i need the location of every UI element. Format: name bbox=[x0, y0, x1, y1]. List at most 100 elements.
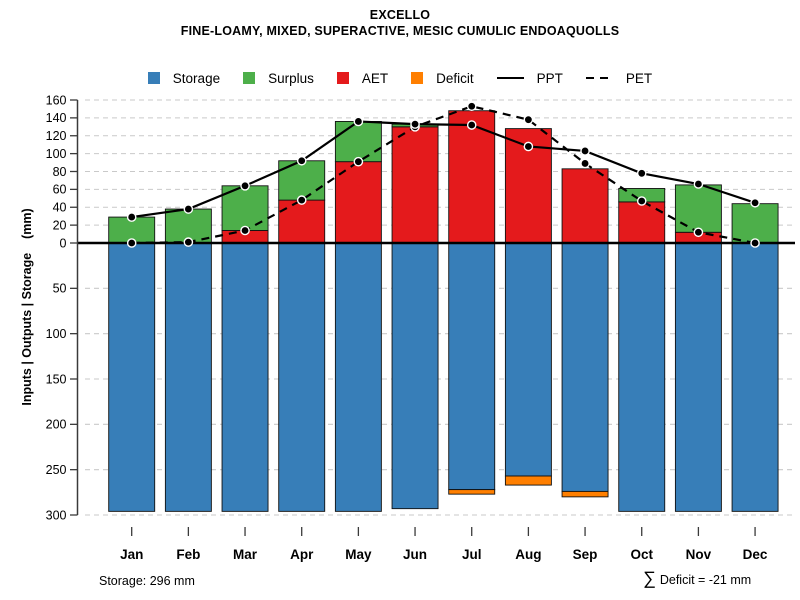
y-tick-label: 100 bbox=[46, 147, 67, 161]
legend-item-aet: AET bbox=[336, 70, 389, 86]
month-label-Jan: Jan bbox=[120, 547, 143, 562]
pet-line-point-Feb bbox=[183, 237, 194, 247]
page-subtitle: FINE-LOAMY, MIXED, SUPERACTIVE, MESIC CU… bbox=[180, 24, 620, 38]
month-label-Oct: Oct bbox=[630, 547, 653, 562]
deficit-sum-text: Deficit = -21 mm bbox=[659, 573, 752, 587]
y-tick-label: 20 bbox=[53, 218, 67, 232]
surplus-bar-Nov bbox=[674, 184, 722, 233]
aet-bar-Jun bbox=[391, 126, 439, 244]
legend-item-deficit: Deficit bbox=[411, 71, 474, 86]
y-tick-label: 40 bbox=[53, 201, 67, 215]
y-tick-label: 150 bbox=[46, 372, 67, 386]
ppt-line-point-Nov bbox=[693, 179, 704, 189]
storage-swatch-icon bbox=[147, 72, 160, 84]
x-axis: Jan Feb Mar Apr May Jun Jul Aug Sep Oct Nov Dec bbox=[120, 527, 768, 562]
surplus-bar-May bbox=[334, 120, 382, 163]
y-tick-label: 50 bbox=[53, 282, 67, 296]
legend: Storage Surplus AET Deficit PPT PET bbox=[0, 66, 800, 90]
ppt-line-point-Sep bbox=[580, 146, 590, 156]
surplus-bar-Dec bbox=[731, 203, 779, 244]
pet-swatch-icon bbox=[585, 76, 613, 80]
legend-label: AET bbox=[361, 70, 389, 86]
month-label-May: May bbox=[345, 547, 372, 562]
ppt-line-point-Aug bbox=[523, 141, 534, 152]
pet-line-point-Jan bbox=[126, 238, 137, 248]
deficit-bar-Jul bbox=[448, 489, 496, 495]
pet-line-point-Jul bbox=[466, 101, 477, 112]
ppt-line bbox=[126, 116, 760, 222]
bars-surplus bbox=[108, 120, 779, 244]
aet-swatch-icon bbox=[336, 72, 349, 84]
legend-item-storage: Storage bbox=[147, 70, 221, 86]
deficit-bar-Sep bbox=[561, 490, 609, 498]
y-tick-label: 160 bbox=[46, 93, 67, 107]
ppt-line-point-Jun bbox=[410, 119, 420, 129]
legend-item-pet: PET bbox=[585, 70, 653, 86]
storage-bar-Aug bbox=[504, 242, 552, 477]
ppt-line-point-Oct bbox=[636, 168, 647, 179]
bars-deficit bbox=[448, 475, 609, 498]
y-tick-label: 120 bbox=[46, 129, 67, 143]
ppt-line-point-Jan bbox=[126, 212, 137, 222]
deficit-note: ∑ Deficit = -21 mm bbox=[643, 568, 751, 589]
y-axis-label: Inputs | Outputs | Storage (mm) bbox=[20, 208, 34, 406]
surplus-bar-Apr bbox=[278, 160, 326, 201]
pet-line-point-Oct bbox=[636, 196, 647, 206]
aet-bar-Apr bbox=[278, 199, 326, 244]
legend-label: PET bbox=[625, 70, 653, 86]
storage-bar-Oct bbox=[618, 242, 666, 512]
storage-note: Storage: 296 mm bbox=[99, 574, 195, 588]
y-tick-label: 300 bbox=[46, 508, 67, 522]
y-tick-label: 100 bbox=[46, 327, 67, 341]
pet-line-point-Sep bbox=[580, 158, 590, 169]
y-tick-label: 0 bbox=[60, 236, 67, 250]
storage-bar-May bbox=[334, 242, 382, 512]
month-label-Jul: Jul bbox=[462, 547, 482, 562]
legend-item-ppt: PPT bbox=[496, 70, 563, 86]
title-block: EXCELLO FINE-LOAMY, MIXED, SUPERACTIVE, … bbox=[0, 8, 800, 38]
y-tick-label: 200 bbox=[46, 418, 67, 432]
storage-bar-Apr bbox=[278, 242, 326, 512]
month-label-Nov: Nov bbox=[686, 547, 712, 562]
storage-bar-Feb bbox=[164, 242, 212, 512]
month-label-Sep: Sep bbox=[573, 547, 598, 562]
legend-label: PPT bbox=[536, 70, 563, 86]
month-label-Jun: Jun bbox=[403, 547, 427, 562]
pet-line-point-Aug bbox=[523, 114, 534, 125]
storage-bar-Nov bbox=[674, 242, 722, 512]
storage-bar-Jul bbox=[448, 242, 496, 491]
pet-line-point-May bbox=[353, 156, 364, 167]
y-tick-label: 250 bbox=[46, 463, 67, 477]
y-tick-label: 140 bbox=[46, 111, 67, 125]
legend-label: Surplus bbox=[268, 70, 314, 86]
month-label-Aug: Aug bbox=[515, 547, 541, 562]
legend-label: Storage bbox=[172, 70, 221, 86]
y-tick-label: 80 bbox=[53, 165, 67, 179]
aet-bar-Sep bbox=[561, 168, 609, 244]
deficit-bar-Aug bbox=[504, 475, 552, 486]
month-label-Apr: Apr bbox=[290, 547, 314, 562]
ppt-line-point-Dec bbox=[750, 197, 760, 208]
pet-line-point-Nov bbox=[693, 227, 704, 238]
pet-line-point-Dec bbox=[750, 238, 760, 248]
deficit-swatch-icon bbox=[411, 72, 424, 84]
pet-line-point-Apr bbox=[296, 195, 307, 205]
month-label-Feb: Feb bbox=[176, 547, 200, 562]
ppt-line-point-Jul bbox=[466, 120, 477, 130]
storage-bar-Sep bbox=[561, 242, 609, 492]
pet-line-point-Mar bbox=[240, 225, 250, 236]
surplus-swatch-icon bbox=[243, 72, 256, 84]
y-tick-label: 60 bbox=[53, 183, 67, 197]
bars-storage bbox=[108, 242, 779, 512]
ppt-line-point-May bbox=[353, 116, 364, 127]
storage-bar-Mar bbox=[221, 242, 269, 512]
page-title: EXCELLO bbox=[369, 8, 431, 22]
aet-bar-Oct bbox=[618, 201, 666, 244]
ppt-swatch-icon bbox=[496, 76, 524, 80]
sigma-icon: ∑ bbox=[643, 568, 656, 588]
ppt-line-point-Mar bbox=[240, 180, 250, 191]
legend-label: Deficit bbox=[436, 70, 474, 86]
storage-bar-Jun bbox=[391, 242, 439, 510]
month-label-Mar: Mar bbox=[233, 547, 258, 562]
